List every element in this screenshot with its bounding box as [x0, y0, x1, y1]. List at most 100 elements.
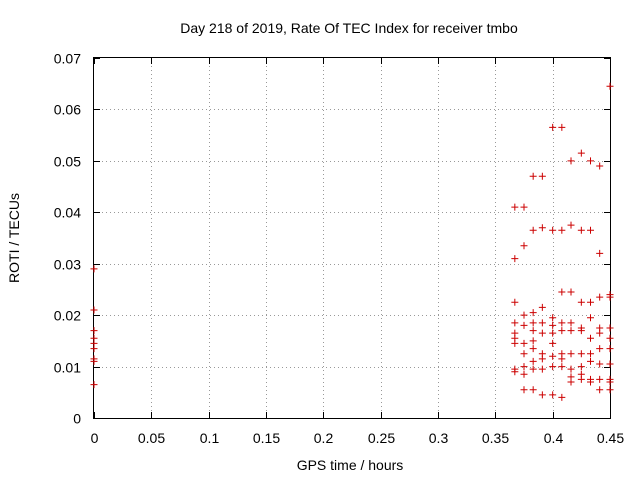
data-point — [549, 226, 557, 234]
data-point — [90, 357, 98, 365]
data-point — [606, 360, 614, 368]
data-point — [587, 226, 595, 234]
data-point — [538, 172, 546, 180]
data-point — [606, 324, 614, 332]
data-point — [520, 242, 528, 250]
x-tick-label: 0.05 — [138, 430, 165, 446]
data-point — [529, 172, 537, 180]
data-point — [538, 329, 546, 337]
y-tick-label: 0.03 — [54, 257, 81, 273]
data-point — [520, 311, 528, 319]
data-point — [549, 123, 557, 131]
data-point — [558, 226, 566, 234]
grid — [94, 58, 610, 418]
data-point — [567, 288, 575, 296]
data-point — [538, 391, 546, 399]
data-point — [529, 365, 537, 373]
data-point — [606, 378, 614, 386]
x-tick-label: 0.45 — [597, 430, 624, 446]
data-point — [577, 363, 585, 371]
data-point — [558, 363, 566, 371]
data-point — [606, 293, 614, 301]
data-point — [587, 298, 595, 306]
data-point — [549, 363, 557, 371]
data-point — [558, 393, 566, 401]
data-point — [577, 375, 585, 383]
data-point — [587, 357, 595, 365]
data-point — [538, 224, 546, 232]
data-point — [549, 321, 557, 329]
data-point — [567, 221, 575, 229]
data-point — [596, 293, 604, 301]
data-point — [596, 386, 604, 394]
data-point — [90, 381, 98, 389]
data-point — [90, 306, 98, 314]
data-point — [511, 319, 519, 327]
data-point — [511, 203, 519, 211]
data-point — [520, 321, 528, 329]
data-point — [587, 314, 595, 322]
data-point — [567, 327, 575, 335]
data-point — [90, 345, 98, 353]
data-point — [538, 319, 546, 327]
data-point — [567, 319, 575, 327]
data-point — [529, 309, 537, 317]
data-point — [596, 375, 604, 383]
data-point — [577, 298, 585, 306]
data-point — [529, 345, 537, 353]
y-tick-label: 0 — [73, 411, 81, 427]
x-tick-label: 0.2 — [314, 430, 334, 446]
x-tick-label: 0 — [91, 430, 99, 446]
y-tick-label: 0.01 — [54, 360, 81, 376]
data-point — [577, 327, 585, 335]
data-point — [558, 327, 566, 335]
data-point — [558, 288, 566, 296]
x-tick-label: 0.35 — [482, 430, 509, 446]
plot-frame — [93, 57, 611, 419]
data-point — [520, 370, 528, 378]
data-point — [549, 339, 557, 347]
data-point — [567, 378, 575, 386]
x-tick-label: 0.15 — [253, 430, 280, 446]
data-point — [529, 386, 537, 394]
y-tick-label: 0.06 — [54, 102, 81, 118]
data-point — [596, 249, 604, 257]
data-point — [558, 355, 566, 363]
chart-title: Day 218 of 2019, Rate Of TEC Index for r… — [180, 20, 518, 36]
data-point — [587, 334, 595, 342]
data-point — [90, 265, 98, 273]
data-point — [549, 352, 557, 360]
data-point — [567, 365, 575, 373]
data-point — [520, 339, 528, 347]
x-tick-label: 0.25 — [368, 430, 395, 446]
data-point — [529, 357, 537, 365]
data-point — [558, 123, 566, 131]
data-point — [538, 303, 546, 311]
x-tick-label: 0.3 — [429, 430, 449, 446]
data-point — [520, 203, 528, 211]
data-point — [529, 319, 537, 327]
y-tick-label: 0.05 — [54, 154, 81, 170]
data-points — [90, 82, 614, 401]
data-point — [596, 345, 604, 353]
data-point — [577, 149, 585, 157]
x-tick-label: 0.4 — [544, 430, 564, 446]
y-tick-label: 0.07 — [54, 51, 81, 67]
data-point — [520, 350, 528, 358]
data-point — [606, 345, 614, 353]
data-point — [511, 368, 519, 376]
data-point — [520, 386, 528, 394]
x-tick-label: 0.1 — [200, 430, 220, 446]
data-point — [511, 339, 519, 347]
data-point — [529, 337, 537, 345]
data-point — [587, 378, 595, 386]
data-point — [511, 298, 519, 306]
data-point — [567, 157, 575, 165]
data-point — [549, 314, 557, 322]
data-point — [511, 255, 519, 263]
y-tick-label: 0.02 — [54, 308, 81, 324]
x-axis-label: GPS time / hours — [297, 457, 404, 473]
data-point — [596, 162, 604, 170]
data-point — [538, 355, 546, 363]
